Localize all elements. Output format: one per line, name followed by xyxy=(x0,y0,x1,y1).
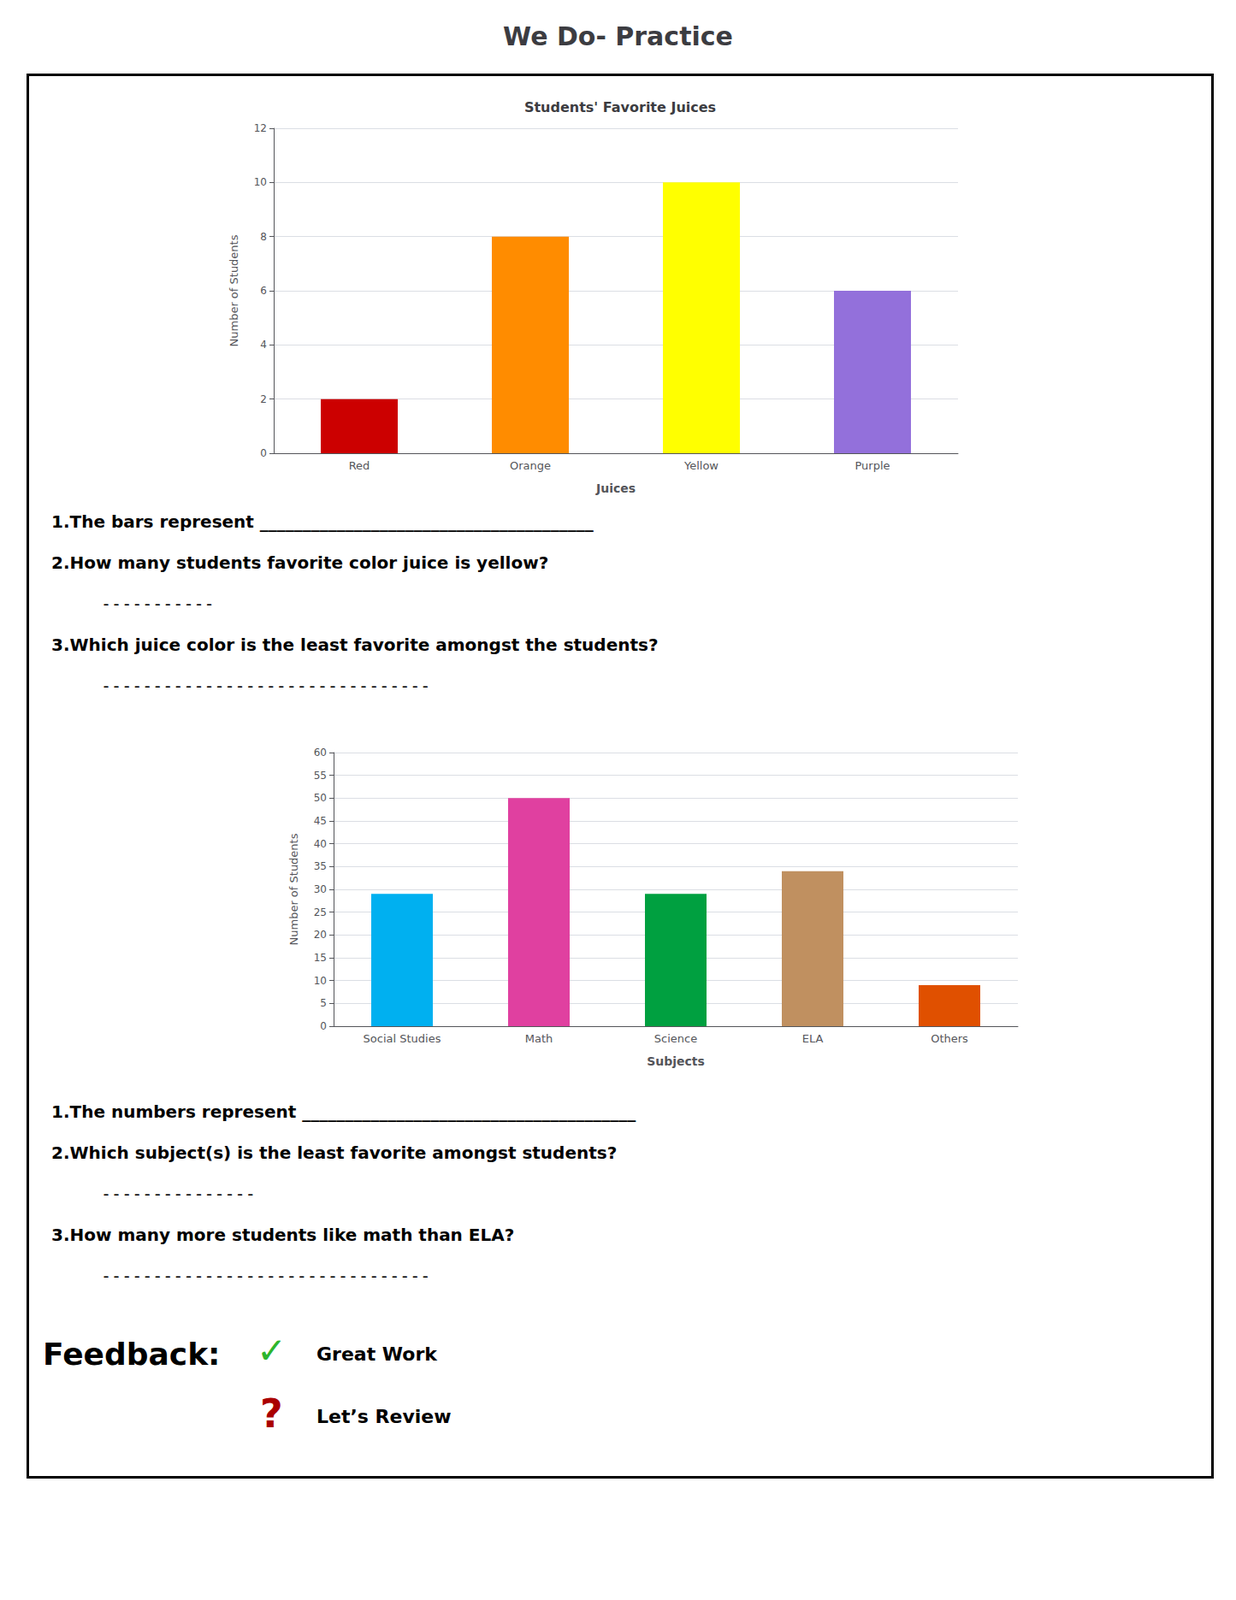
svg-text:60: 60 xyxy=(313,746,327,759)
svg-text:10: 10 xyxy=(313,975,327,988)
svg-text:ELA: ELA xyxy=(802,1032,824,1046)
svg-text:2: 2 xyxy=(260,393,267,406)
svg-text:55: 55 xyxy=(313,769,327,782)
svg-text:Students' Favorite Juices: Students' Favorite Juices xyxy=(524,99,716,116)
svg-text:------------------------------: -------------------------------- xyxy=(80,675,431,697)
svg-text:3.How many more students like: 3.How many more students like math than … xyxy=(51,1224,515,1246)
svg-text:1.The numbers represent ______: 1.The numbers represent ________________… xyxy=(51,1101,636,1123)
svg-text:0: 0 xyxy=(260,447,267,460)
svg-text:We Do- Practice: We Do- Practice xyxy=(502,21,734,52)
svg-text:10: 10 xyxy=(254,176,267,189)
svg-text:25: 25 xyxy=(313,906,327,919)
svg-text:0: 0 xyxy=(319,1020,327,1033)
svg-text:Purple: Purple xyxy=(854,459,890,473)
svg-text:Red: Red xyxy=(348,459,371,473)
svg-text:Orange: Orange xyxy=(509,459,551,473)
svg-text:Others: Others xyxy=(930,1032,969,1046)
svg-text:Great Work: Great Work xyxy=(316,1343,438,1366)
svg-text:------------------------------: -------------------------------- xyxy=(80,1265,431,1287)
svg-text:Let’s Review: Let’s Review xyxy=(316,1406,452,1428)
svg-text:Social Studies: Social Studies xyxy=(363,1032,442,1046)
svg-text:35: 35 xyxy=(313,860,327,873)
svg-text:15: 15 xyxy=(313,952,327,964)
svg-text:30: 30 xyxy=(313,883,327,896)
svg-text:1.The bars represent _________: 1.The bars represent ___________________… xyxy=(51,511,594,533)
svg-text:5: 5 xyxy=(319,997,327,1010)
svg-text:2.How many students favorite c: 2.How many students favorite color juice… xyxy=(51,552,549,574)
svg-text:Subjects: Subjects xyxy=(646,1054,705,1069)
svg-text:Science: Science xyxy=(654,1032,698,1046)
svg-text:Juices: Juices xyxy=(595,481,636,496)
svg-text:20: 20 xyxy=(313,928,327,941)
svg-text:40: 40 xyxy=(313,838,327,851)
svg-text:45: 45 xyxy=(313,815,327,828)
svg-text:3.Which juice color is the lea: 3.Which juice color is the least favorit… xyxy=(51,634,659,656)
svg-text:2.Which subject(s) is the leas: 2.Which subject(s) is the least favorite… xyxy=(51,1142,617,1164)
svg-text:Yellow: Yellow xyxy=(683,459,719,473)
svg-text:Feedback:: Feedback: xyxy=(42,1336,220,1373)
svg-text:Number of Students: Number of Students xyxy=(287,833,301,946)
svg-text:6: 6 xyxy=(260,284,267,297)
svg-text:---------------: --------------- xyxy=(80,1183,256,1205)
svg-text:Math: Math xyxy=(525,1032,554,1046)
svg-text:50: 50 xyxy=(313,792,327,805)
svg-text:8: 8 xyxy=(260,230,267,243)
svg-text:?: ? xyxy=(260,1390,284,1438)
svg-text:-----------: ----------- xyxy=(80,593,215,615)
svg-text:Number of Students: Number of Students xyxy=(227,234,241,347)
svg-text:✓: ✓ xyxy=(256,1330,287,1373)
svg-text:12: 12 xyxy=(254,122,267,135)
svg-text:4: 4 xyxy=(260,338,267,351)
